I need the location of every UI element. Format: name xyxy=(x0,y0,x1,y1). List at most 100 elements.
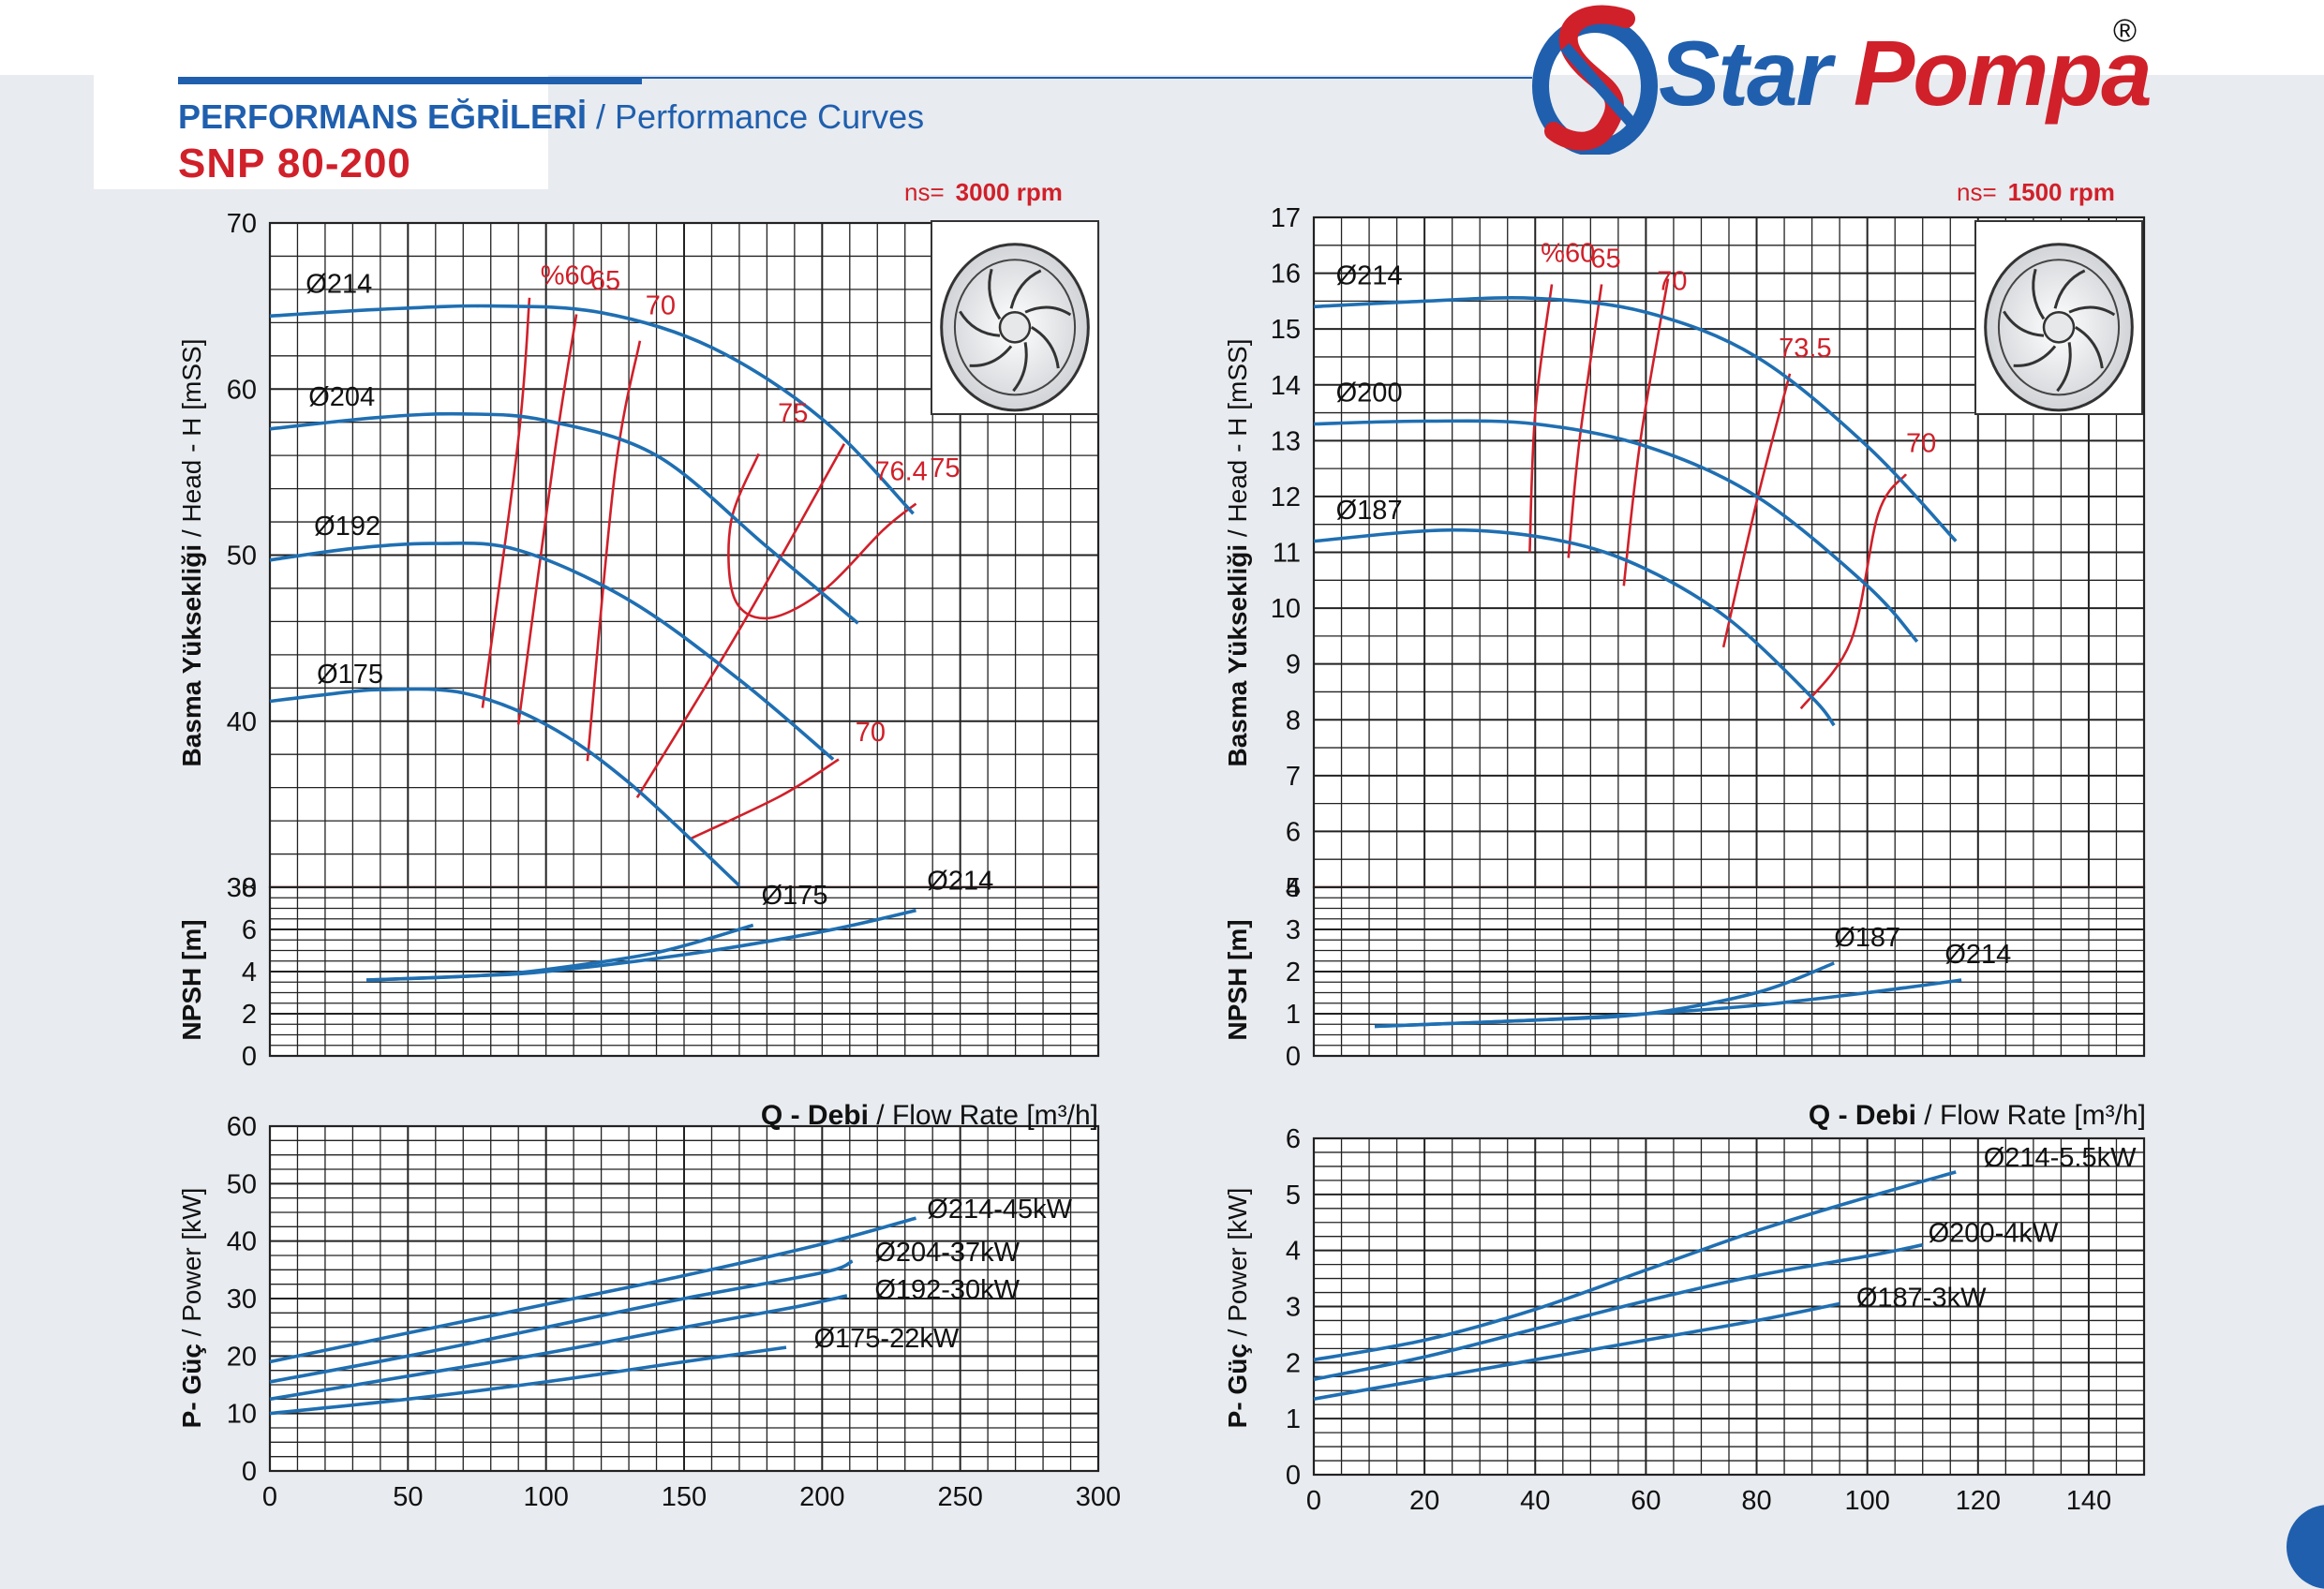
y-tick-label: 9 xyxy=(1286,650,1301,680)
x-tick-label: 140 xyxy=(2066,1486,2111,1516)
series-curve xyxy=(269,1216,916,1364)
y-tick-label: 2 xyxy=(1286,958,1301,988)
series-label: Ø214 xyxy=(1944,940,2011,970)
series-label: Ø187 xyxy=(1834,923,1900,953)
series-label: Ø175 xyxy=(762,881,828,911)
x-tick-label: 0 xyxy=(1306,1486,1321,1516)
npsh-3000-frame xyxy=(268,885,1100,1058)
efficiency-curve xyxy=(1528,284,1554,553)
series-label: Ø214 xyxy=(305,269,372,299)
xlabel-left: Q - Debi / Flow Rate [m³/h] xyxy=(761,1100,1098,1131)
series-label: Ø187 xyxy=(1336,496,1403,526)
y-tick-label: 0 xyxy=(242,1457,257,1487)
impeller-rim xyxy=(953,259,1077,396)
series-curve xyxy=(1374,978,1962,1029)
efficiency-label: 70 xyxy=(1906,428,1936,458)
head-ylabel-left: Basma Yüksekliği / Head - H [mSS] xyxy=(177,338,206,766)
y-tick-label: 50 xyxy=(227,542,257,572)
y-tick-label: 17 xyxy=(1271,203,1301,233)
impeller-vane xyxy=(1012,342,1028,393)
impeller-vane xyxy=(959,310,1001,337)
y-tick-label: 0 xyxy=(1286,1461,1301,1491)
title-tr: PERFORMANS EĞRİLERİ xyxy=(178,97,588,136)
logo-s-emblem-icon xyxy=(1532,5,1658,155)
logo-text-pompa: Pompa xyxy=(1853,22,2153,125)
head-ylabel-right-tr: Basma Yüksekliği xyxy=(1223,544,1252,767)
xlabel-left-tr: Q - Debi xyxy=(761,1100,869,1131)
y-tick-label: 6 xyxy=(1286,817,1301,847)
y-tick-label: 16 xyxy=(1271,260,1301,290)
series-curve xyxy=(1313,296,1958,542)
title-box xyxy=(94,75,548,189)
efficiency-curve xyxy=(635,443,846,798)
power-ylabel-right-en: / Power [kW] xyxy=(1223,1188,1252,1344)
y-tick-label: 30 xyxy=(227,1285,257,1314)
y-tick-label: 4 xyxy=(1286,873,1301,903)
y-tick-label: 8 xyxy=(1286,705,1301,735)
y-tick-label: 50 xyxy=(227,1169,257,1199)
x-tick-label: 0 xyxy=(262,1482,277,1512)
series-label: Ø200 xyxy=(1336,379,1403,408)
efficiency-label: 75 xyxy=(930,453,960,483)
x-tick-label: 300 xyxy=(1076,1482,1121,1512)
npsh-3000-plot: 0 2 4 6 8 Ø175 Ø214 xyxy=(242,866,1100,1072)
xlabel-right-en: / Flow Rate [m³/h] xyxy=(1916,1100,2146,1131)
efficiency-label: 75 xyxy=(778,399,808,429)
efficiency-curve xyxy=(689,758,840,840)
efficiency-curve xyxy=(1721,373,1792,648)
power-1500-frame xyxy=(1312,1136,2146,1477)
y-tick-label: 2 xyxy=(1286,1348,1301,1378)
x-tick-label: 200 xyxy=(799,1482,844,1512)
efficiency-curve xyxy=(481,297,531,708)
series-label: Ø200-4kW xyxy=(1929,1219,2059,1249)
y-tick-label: 1 xyxy=(1286,1000,1301,1030)
efficiency-label: 65 xyxy=(1590,245,1620,275)
series-label: Ø175-22kW xyxy=(813,1324,959,1354)
efficiency-curve xyxy=(727,453,917,620)
power-3000-frame xyxy=(268,1124,1100,1473)
rpm-value-right: 1500 rpm xyxy=(2008,178,2115,206)
power-ylabel-left-en: / Power [kW] xyxy=(177,1188,206,1344)
rpm-label-left: ns= 3000 rpm xyxy=(904,178,1063,206)
series-label: Ø204-37kW xyxy=(874,1238,1020,1268)
impeller-vane xyxy=(969,345,1013,367)
y-tick-label: 13 xyxy=(1271,426,1301,456)
axis-titles: ns= 3000 rpm ns= 1500 rpm Basma Yüksekliği… xyxy=(177,178,2146,1428)
y-tick-label: 6 xyxy=(1286,1124,1301,1154)
y-tick-label: 10 xyxy=(1271,594,1301,624)
y-tick-label: 3 xyxy=(1286,1293,1301,1323)
efficiency-label: 65 xyxy=(590,266,620,296)
series-curve xyxy=(269,411,859,625)
y-tick-label: 40 xyxy=(227,1227,257,1257)
efficiency-label: %60 xyxy=(1541,239,1595,269)
impeller-image-icon xyxy=(931,220,1099,415)
efficiency-label: 70 xyxy=(856,718,886,748)
page-title: PERFORMANS EĞRİLERİ / Performance Curves xyxy=(178,97,924,137)
power-ylabel-right-tr: P- Güç xyxy=(1223,1344,1252,1428)
x-tick-label: 40 xyxy=(1520,1486,1550,1516)
x-tick-label: 60 xyxy=(1631,1486,1661,1516)
npsh-ylabel-right: NPSH [m] xyxy=(1223,919,1252,1040)
xlabel-right-tr: Q - Debi xyxy=(1809,1100,1916,1131)
impeller-vane xyxy=(988,268,1002,320)
y-tick-label: 0 xyxy=(1286,1042,1301,1072)
series-label: Ø214-5.5kW xyxy=(1984,1143,2137,1173)
y-tick-label: 5 xyxy=(1286,873,1301,903)
npsh-1500-plot: 0 1 2 3 4 Ø187 Ø214 xyxy=(1286,873,2146,1072)
y-tick-label: 40 xyxy=(227,707,257,737)
efficiency-curve xyxy=(1567,284,1603,558)
efficiency-label: 70 xyxy=(646,290,676,320)
npsh-1500-frame xyxy=(1312,885,2146,1058)
series-curve xyxy=(269,304,915,515)
header-band xyxy=(0,0,2324,75)
series-curve xyxy=(366,909,916,982)
efficiency-label: 76.4 xyxy=(874,457,927,487)
right-panel: 567891011121314151617Ø214Ø200Ø187%606570… xyxy=(1271,203,2146,1516)
power-ylabel-left: P- Güç / Power [kW] xyxy=(177,1188,206,1429)
impeller-hub xyxy=(2042,311,2076,344)
rpm-prefix-right: ns= xyxy=(1957,178,1997,206)
series-label: Ø175 xyxy=(317,660,383,690)
series-curve xyxy=(1313,1242,1924,1382)
